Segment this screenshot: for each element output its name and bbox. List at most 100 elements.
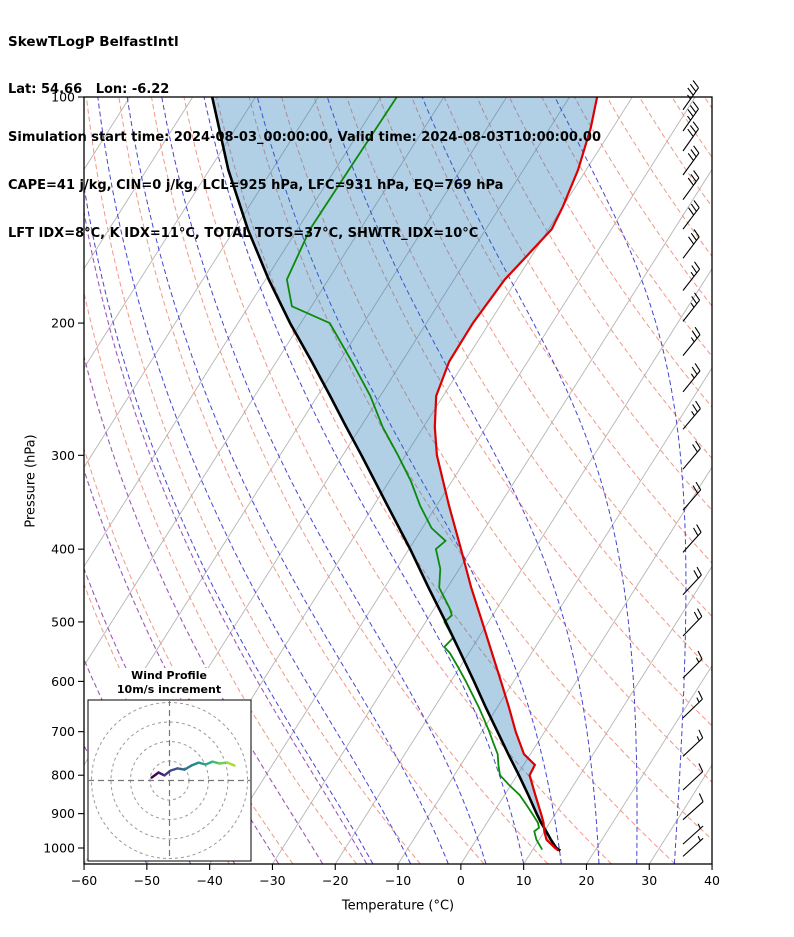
profile-lines — [210, 97, 599, 852]
x-tick-label: −30 — [259, 873, 285, 888]
header-indices-line1: CAPE=41 j/kg, CIN=0 j/kg, LCL=925 hPa, L… — [8, 178, 504, 193]
x-tick-label: 0 — [457, 873, 465, 888]
y-axis-title: Pressure (hPa) — [23, 434, 39, 528]
y-tick-label: 700 — [51, 724, 75, 739]
y-tick-label: 200 — [51, 316, 75, 331]
isotherm-line — [84, 97, 382, 568]
hodograph-title: Wind Profile 10m/s increment — [110, 668, 228, 698]
dry-adiabat-line — [216, 97, 676, 864]
y-tick-label: 500 — [51, 614, 75, 629]
y-tick-label: 900 — [51, 806, 75, 821]
wind-barb — [682, 145, 700, 176]
dry-adiabat-line — [281, 97, 712, 783]
hodograph-trace-segment — [150, 771, 160, 779]
dry-adiabat-line — [118, 97, 485, 864]
axes: −60 −50 −40 −30 −20 −10 0 10 20 30 40 100 200 300 400 5… — [43, 90, 720, 889]
hodograph-trace-segment — [190, 761, 200, 767]
isotherm-line — [523, 565, 712, 864]
y-tick-label: 300 — [51, 448, 75, 463]
moist-adiabat-line — [126, 97, 449, 864]
wind-barb — [682, 763, 704, 791]
temperature-curve — [433, 97, 599, 852]
dewpoint-curve — [285, 97, 543, 851]
dry-adiabat-line — [378, 97, 712, 618]
x-axis-title: Temperature (°C) — [341, 898, 455, 914]
dry-adiabat-line — [313, 97, 712, 727]
wind-barb — [682, 400, 701, 430]
dry-adiabat-line — [573, 97, 712, 307]
dry-adiabat-line — [606, 97, 712, 258]
wind-barb — [682, 121, 699, 152]
isotherm-line — [711, 863, 712, 864]
x-tick-label: −40 — [196, 873, 222, 888]
moist-adiabat-line-cold — [84, 208, 368, 864]
x-tick-label: −10 — [385, 873, 411, 888]
wind-barb — [682, 440, 701, 470]
isotherm-line — [334, 267, 712, 864]
x-tick-label: 10 — [516, 873, 532, 888]
wind-barb — [682, 566, 702, 596]
hodograph-trace-segment — [218, 761, 229, 765]
isotherm-line — [84, 97, 445, 667]
hodograph-trace-segment — [226, 761, 236, 767]
dry-adiabat-line — [411, 97, 712, 564]
header-location: Lat: 54.66 Lon: -6.22 — [8, 82, 170, 97]
moist-adiabat-line — [256, 97, 562, 864]
wind-barb — [682, 524, 702, 553]
isotherm-line — [648, 764, 712, 864]
isotherm-line — [586, 664, 712, 864]
moist-adiabat-line-cold — [84, 354, 324, 864]
parcel-curve — [210, 97, 562, 852]
hodograph-trace-segment — [197, 761, 207, 766]
y-tick-label: 600 — [51, 674, 75, 689]
wind-barb — [682, 326, 701, 356]
header-indices-line2: LFT IDX=8°C, K IDX=11°C, TOTAL TOTS=37°C… — [8, 226, 479, 241]
hodograph-trace-segment — [183, 764, 193, 771]
isotherm-line — [272, 168, 712, 864]
isotherm-line — [460, 466, 712, 864]
y-tick-label: 100 — [51, 90, 75, 105]
moist-adiabat-line — [161, 97, 487, 864]
x-tick-label: −20 — [322, 873, 348, 888]
header-times: Simulation start time: 2024-08-03_00:00:… — [8, 130, 601, 145]
x-tick-label: −60 — [71, 873, 97, 888]
wind-barbs — [682, 80, 704, 857]
header-block: SkewTLogP BelfastIntl Lat: 54.66 Lon: -6… — [8, 2, 601, 274]
shaded-area — [212, 97, 598, 851]
wind-barb — [682, 200, 700, 230]
wind-barb — [682, 823, 704, 845]
wind-barb — [682, 690, 703, 719]
hodograph-title-line1: Wind Profile — [131, 669, 207, 682]
wind-barb — [682, 650, 703, 679]
y-tick-label: 1000 — [43, 841, 75, 856]
hodograph-trace-segment — [163, 769, 172, 777]
isotherm-line — [84, 97, 256, 369]
x-tick-label: 20 — [579, 873, 595, 888]
moist-adiabat-line — [97, 97, 412, 864]
chart-title: SkewTLogP BelfastIntl — [8, 34, 179, 50]
wind-barb — [682, 835, 704, 857]
dry-adiabat-line — [476, 97, 712, 460]
isotherm-line — [84, 97, 194, 270]
dry-adiabat-line — [84, 290, 357, 864]
wind-barb — [682, 608, 703, 637]
moist-adiabat-line — [84, 183, 374, 864]
isotherm-line — [397, 367, 712, 864]
hodograph-trace-segment — [169, 767, 179, 772]
wind-barb — [682, 729, 704, 757]
x-tick-label: 40 — [704, 873, 720, 888]
y-tick-label: 800 — [51, 768, 75, 783]
moist-adiabat-line — [554, 97, 687, 864]
wind-barb — [682, 292, 701, 322]
dry-adiabat-line — [704, 97, 712, 110]
moist-adiabat-line — [421, 97, 638, 864]
dry-adiabat-line — [151, 97, 549, 864]
wind-barb — [682, 793, 704, 821]
y-tick-label: 400 — [51, 542, 75, 557]
dry-adiabat-line — [508, 97, 712, 408]
wind-barb — [682, 229, 700, 259]
wind-barb — [682, 363, 701, 393]
isotherm-line — [84, 97, 319, 469]
wind-barb — [682, 101, 699, 132]
